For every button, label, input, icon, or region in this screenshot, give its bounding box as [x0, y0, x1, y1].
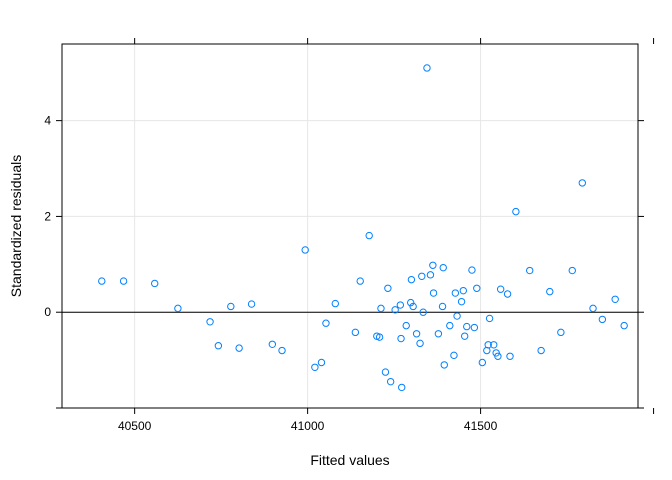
data-point	[407, 298, 415, 307]
data-point	[311, 363, 319, 371]
y-tick-label: 4	[44, 114, 51, 128]
data-point	[546, 287, 554, 296]
data-point	[434, 330, 443, 338]
data-point	[214, 342, 223, 350]
data-point	[409, 302, 417, 311]
data-point	[468, 266, 476, 274]
data-point	[377, 304, 385, 313]
x-tick-label: 40500	[118, 419, 152, 433]
data-point	[598, 315, 607, 324]
data-point	[450, 351, 458, 360]
data-point	[463, 322, 471, 331]
data-point	[301, 246, 309, 254]
data-point	[174, 304, 182, 313]
plot-panel-border	[61, 43, 639, 409]
data-point	[235, 344, 243, 352]
data-point	[151, 279, 159, 288]
data-point	[439, 263, 447, 272]
data-point	[568, 266, 576, 275]
data-point	[460, 332, 469, 340]
data-point	[440, 361, 448, 369]
data-point	[356, 277, 364, 285]
y-tick-label: 0	[44, 305, 51, 319]
data-point	[429, 289, 438, 297]
data-point	[557, 328, 565, 337]
data-point	[446, 321, 454, 330]
data-point	[384, 284, 392, 292]
y-tick-label: 2	[44, 209, 51, 223]
data-point	[620, 321, 628, 330]
data-point	[459, 286, 467, 295]
data-point	[381, 368, 390, 376]
data-point	[589, 304, 597, 313]
data-point	[407, 275, 416, 284]
data-point	[457, 297, 466, 306]
data-point	[470, 323, 479, 332]
data-point	[227, 302, 235, 311]
data-point	[396, 301, 405, 309]
data-point	[391, 306, 399, 314]
y-axis-title: Standardized residuals	[8, 155, 24, 297]
data-point	[485, 314, 494, 323]
data-point	[412, 330, 421, 338]
x-tick-label: 41000	[291, 419, 325, 433]
data-point	[537, 346, 545, 355]
data-point	[578, 179, 587, 187]
data-point	[496, 285, 505, 293]
data-point	[490, 341, 498, 349]
data-point	[503, 290, 512, 298]
data-point	[416, 339, 424, 348]
data-point	[351, 328, 360, 337]
data-point	[418, 272, 426, 280]
data-point	[247, 300, 256, 308]
data-point	[317, 358, 326, 367]
data-point	[429, 261, 437, 269]
data-point	[484, 341, 492, 349]
axis-ticks: 40500 41000 41500 0 2 4	[44, 38, 655, 433]
data-point	[322, 319, 330, 327]
data-point	[611, 295, 619, 303]
data-point	[206, 318, 214, 326]
data-point	[478, 358, 487, 367]
data-point	[423, 64, 431, 72]
data-point	[98, 277, 106, 285]
grid-lines	[62, 44, 638, 408]
data-points	[98, 64, 628, 392]
x-axis-title: Fitted values	[310, 452, 389, 468]
data-point	[278, 346, 286, 355]
data-point	[512, 207, 520, 216]
data-point	[426, 271, 435, 279]
data-point	[397, 334, 405, 343]
data-point	[375, 333, 384, 341]
data-point	[268, 340, 277, 348]
data-point	[438, 302, 447, 311]
data-point	[402, 321, 410, 330]
data-point	[119, 277, 128, 285]
data-point	[494, 352, 502, 360]
data-point	[526, 266, 534, 275]
data-point	[506, 352, 514, 360]
data-point	[453, 312, 461, 320]
data-point	[365, 231, 373, 240]
data-point	[473, 284, 481, 292]
data-point	[386, 377, 395, 386]
x-tick-label: 41500	[464, 419, 498, 433]
data-point	[451, 289, 460, 297]
data-point	[398, 383, 406, 392]
data-point	[331, 299, 339, 308]
data-point	[419, 308, 427, 316]
